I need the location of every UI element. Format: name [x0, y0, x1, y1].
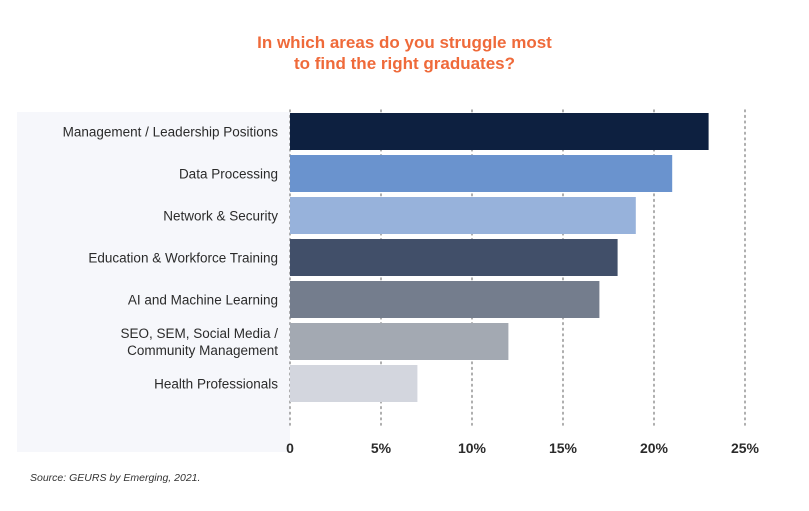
category-label-3: Network & Security: [163, 207, 278, 224]
bar-5: [290, 281, 600, 318]
category-label-7: Health Professionals: [154, 375, 278, 392]
category-label-2: Data Processing: [179, 165, 278, 182]
bar-1: [290, 113, 709, 150]
chart-title-line-1: In which areas do you struggle most: [257, 33, 552, 52]
category-label-line: Community Management: [127, 342, 278, 358]
x-tick-label: 15%: [548, 440, 578, 456]
category-label-4: Education & Workforce Training: [88, 249, 278, 266]
chart-title-line-2: to find the right graduates?: [294, 54, 515, 73]
category-label-6: SEO, SEM, Social Media / Community Manage…: [120, 325, 278, 359]
category-label-line: Health Professionals: [154, 376, 278, 391]
bar-6: [290, 323, 509, 360]
chart-title: In which areas do you struggle most to f…: [0, 32, 809, 74]
x-tick-label: 5%: [370, 440, 392, 456]
category-label-line: Network & Security: [163, 208, 278, 223]
category-label-line: SEO, SEM, Social Media /: [120, 325, 278, 341]
category-label-line: AI and Machine Learning: [127, 292, 278, 307]
bar-7: [290, 365, 418, 402]
category-label-5: AI and Machine Learning: [128, 291, 278, 308]
bar-2: [290, 155, 673, 192]
bar-3: [290, 197, 636, 234]
source-note: Source: GEURS by Emerging, 2021.: [30, 472, 201, 484]
category-label-line: Data Processing: [178, 166, 278, 181]
x-tick-label: 10%: [457, 440, 487, 456]
category-label-line: Education & Workforce Training: [88, 250, 278, 265]
x-tick-label: 25%: [730, 440, 760, 456]
bar-4: [290, 239, 618, 276]
category-label-1: Management / Leadership Positions: [63, 123, 278, 140]
category-label-panel: [17, 112, 290, 452]
category-label-line: Management / Leadership Positions: [62, 124, 278, 139]
x-tick-label: 20%: [639, 440, 669, 456]
x-tick-label: 0: [286, 440, 294, 456]
